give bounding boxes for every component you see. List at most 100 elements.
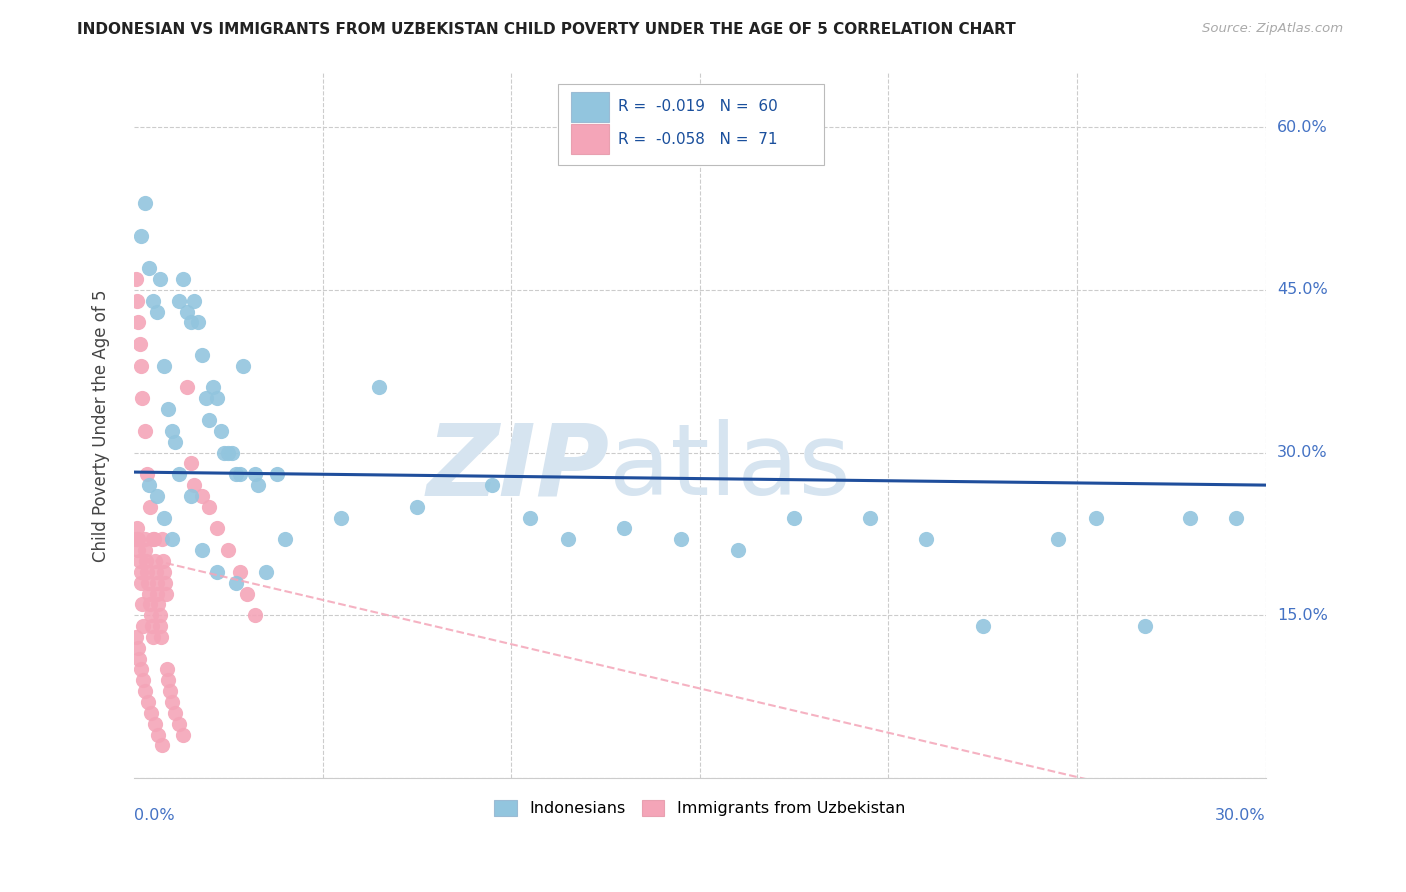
- Point: [141, 619, 163, 633]
- Point: [131, 575, 153, 590]
- Point: [172, 727, 194, 741]
- Point: [134, 196, 156, 211]
- Point: [191, 543, 214, 558]
- Point: [132, 673, 155, 688]
- Point: [198, 500, 221, 514]
- Text: 0.0%: 0.0%: [134, 808, 174, 823]
- Point: [1180, 510, 1202, 524]
- Text: R =  -0.058   N =  71: R = -0.058 N = 71: [619, 132, 778, 147]
- Point: [134, 424, 156, 438]
- Point: [143, 716, 166, 731]
- Point: [136, 575, 159, 590]
- Point: [160, 695, 183, 709]
- Point: [149, 272, 172, 286]
- Point: [214, 445, 236, 459]
- Point: [167, 467, 190, 482]
- Point: [172, 272, 194, 286]
- Point: [150, 630, 173, 644]
- Point: [142, 533, 165, 547]
- Text: 30.0%: 30.0%: [1277, 445, 1327, 460]
- Point: [191, 489, 214, 503]
- Point: [159, 684, 181, 698]
- Point: [131, 663, 153, 677]
- Point: [145, 304, 167, 318]
- Point: [148, 727, 170, 741]
- Point: [183, 293, 205, 308]
- Point: [205, 521, 228, 535]
- Point: [146, 586, 169, 600]
- Legend: Indonesians, Immigrants from Uzbekistan: Indonesians, Immigrants from Uzbekistan: [488, 794, 911, 822]
- Point: [129, 359, 152, 373]
- Point: [127, 533, 149, 547]
- Point: [139, 500, 162, 514]
- Point: [180, 315, 202, 329]
- Point: [155, 586, 177, 600]
- Point: [783, 510, 806, 524]
- Point: [148, 598, 170, 612]
- Point: [519, 510, 541, 524]
- Point: [145, 575, 167, 590]
- Point: [134, 533, 156, 547]
- Point: [915, 533, 938, 547]
- Point: [125, 533, 148, 547]
- Point: [128, 337, 150, 351]
- Point: [156, 663, 179, 677]
- Point: [176, 304, 198, 318]
- Text: atlas: atlas: [609, 419, 851, 516]
- Point: [859, 510, 882, 524]
- Point: [153, 575, 176, 590]
- Point: [972, 619, 994, 633]
- Point: [187, 315, 209, 329]
- Point: [153, 565, 176, 579]
- Text: INDONESIAN VS IMMIGRANTS FROM UZBEKISTAN CHILD POVERTY UNDER THE AGE OF 5 CORREL: INDONESIAN VS IMMIGRANTS FROM UZBEKISTAN…: [77, 22, 1017, 37]
- Point: [165, 434, 187, 449]
- Point: [142, 533, 165, 547]
- Point: [131, 228, 153, 243]
- Point: [160, 533, 183, 547]
- Point: [1084, 510, 1107, 524]
- Text: R =  -0.019   N =  60: R = -0.019 N = 60: [619, 99, 778, 114]
- Point: [135, 554, 157, 568]
- Point: [136, 565, 159, 579]
- Text: Source: ZipAtlas.com: Source: ZipAtlas.com: [1202, 22, 1343, 36]
- Point: [1133, 619, 1156, 633]
- Point: [1047, 533, 1070, 547]
- FancyBboxPatch shape: [558, 84, 824, 165]
- Point: [149, 608, 172, 623]
- Point: [131, 392, 153, 406]
- Point: [228, 467, 250, 482]
- Point: [138, 478, 160, 492]
- Point: [205, 565, 228, 579]
- Point: [156, 673, 179, 688]
- Point: [368, 380, 391, 394]
- Point: [149, 619, 172, 633]
- Point: [232, 359, 254, 373]
- Point: [180, 457, 202, 471]
- Point: [180, 489, 202, 503]
- Point: [139, 598, 162, 612]
- Text: 60.0%: 60.0%: [1277, 120, 1327, 135]
- Point: [138, 261, 160, 276]
- Point: [128, 651, 150, 665]
- Point: [128, 554, 150, 568]
- Text: 45.0%: 45.0%: [1277, 283, 1327, 297]
- Point: [266, 467, 288, 482]
- Point: [134, 543, 156, 558]
- Point: [125, 272, 148, 286]
- Point: [136, 467, 159, 482]
- Point: [330, 510, 353, 524]
- Y-axis label: Child Poverty Under the Age of 5: Child Poverty Under the Age of 5: [93, 289, 110, 562]
- Point: [127, 543, 149, 558]
- Point: [669, 533, 692, 547]
- Point: [727, 543, 749, 558]
- Point: [198, 413, 221, 427]
- Point: [247, 478, 270, 492]
- Point: [125, 521, 148, 535]
- Point: [202, 380, 225, 394]
- Point: [194, 392, 217, 406]
- Point: [134, 684, 156, 698]
- Point: [225, 467, 247, 482]
- Point: [142, 630, 165, 644]
- Point: [145, 489, 167, 503]
- Point: [254, 565, 277, 579]
